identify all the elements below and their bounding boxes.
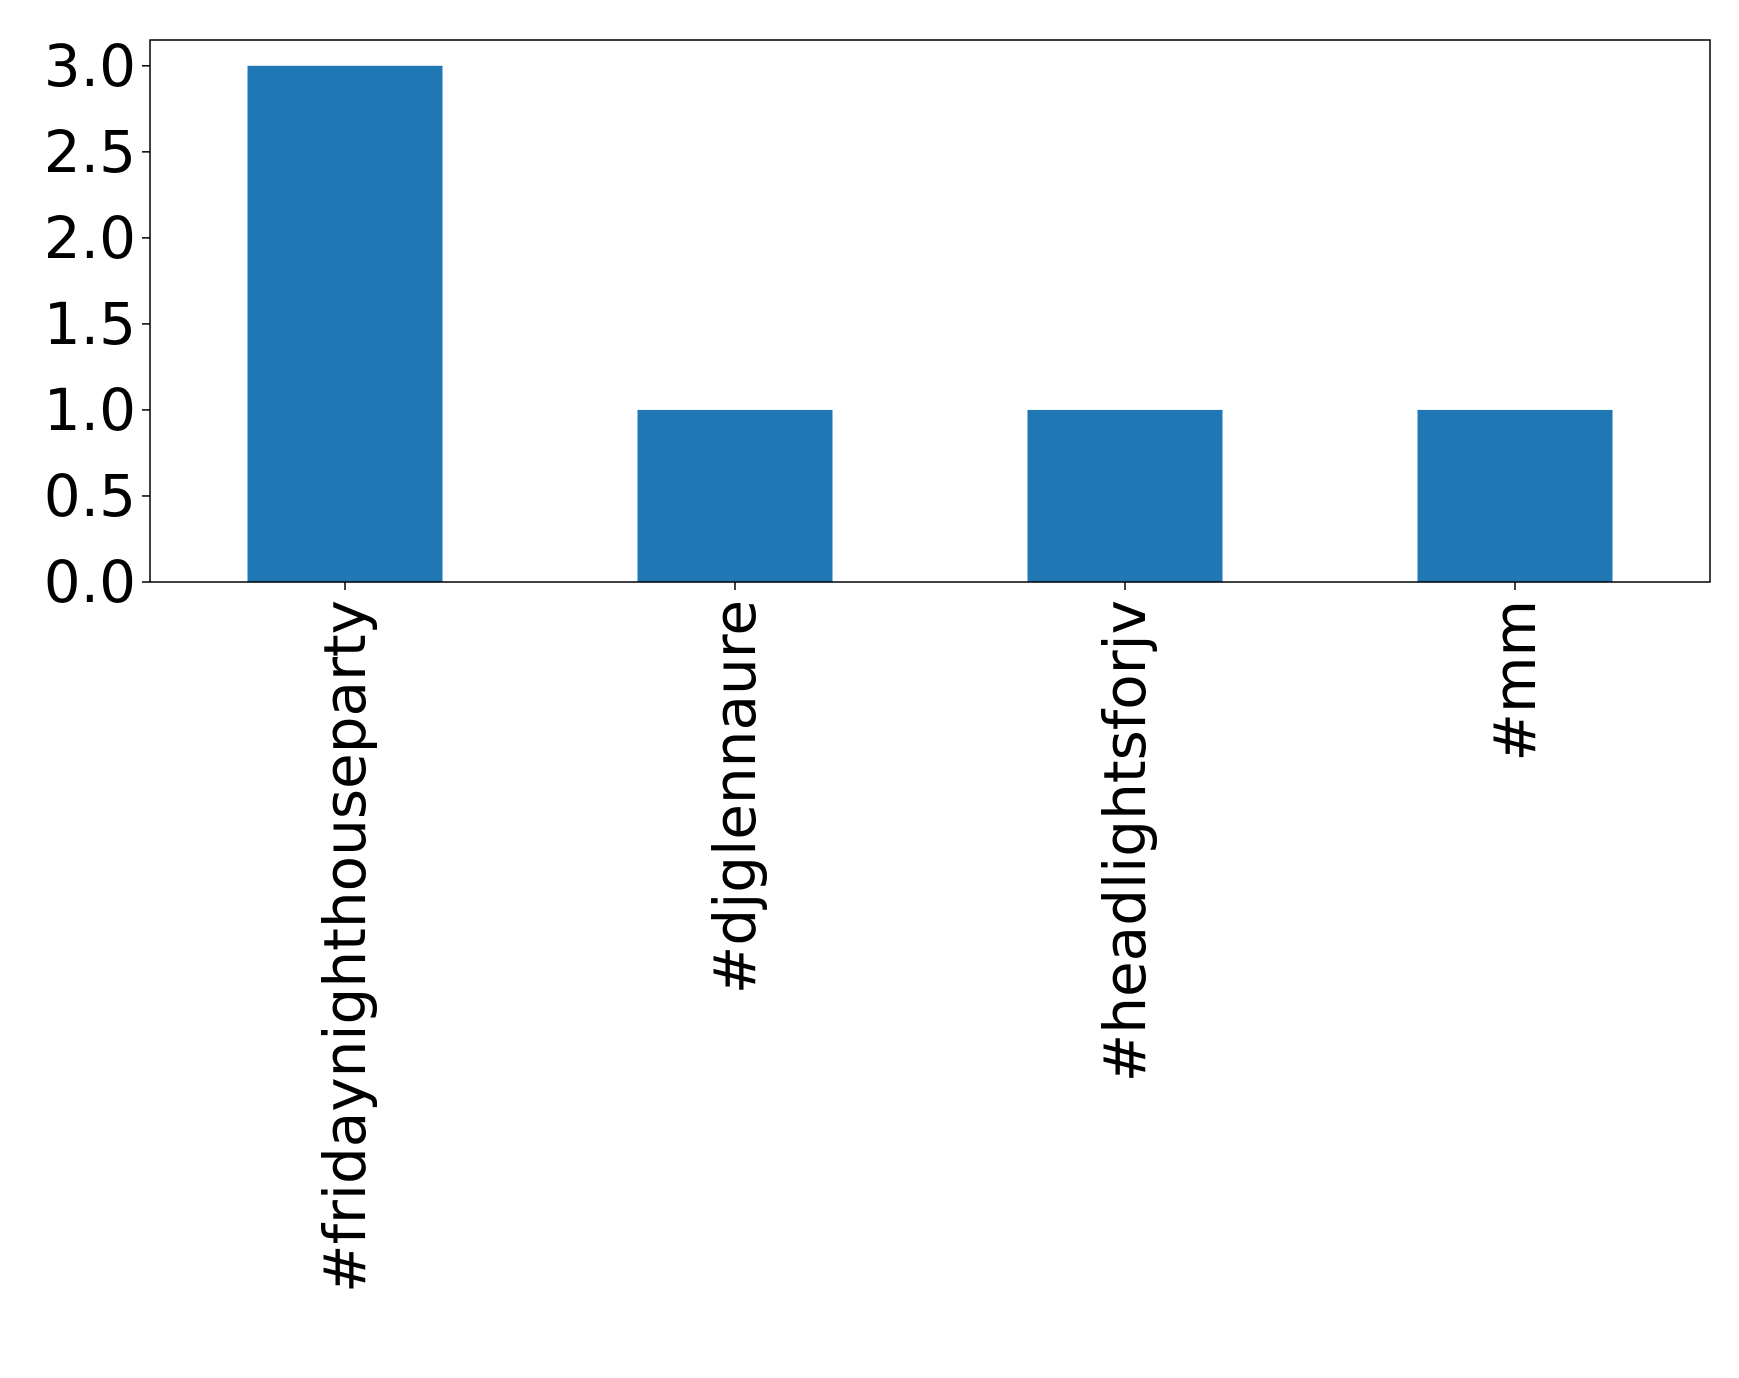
x-tick-label: #fridaynighthouseparty <box>311 600 379 1293</box>
x-tick-label: #mm <box>1481 600 1549 762</box>
bar-headlightsforjv <box>1027 409 1223 582</box>
bar-mm <box>1417 409 1613 582</box>
y-tick-label: 0.5 <box>44 462 136 530</box>
plot-frame <box>149 39 1711 583</box>
bar-djglennaure <box>637 409 833 582</box>
y-tick-label: 0.0 <box>44 548 136 616</box>
y-tick-label: 1.0 <box>44 376 136 444</box>
y-tick-label: 3.0 <box>44 32 136 100</box>
bar-fridaynighthouseparty <box>247 65 443 583</box>
x-axis-ticks: #fridaynighthouseparty #djglennaure #headl… <box>311 582 1549 1293</box>
y-tick-label: 1.5 <box>44 290 136 358</box>
y-tick-label: 2.0 <box>44 204 136 272</box>
x-tick-label: #headlightsforjv <box>1091 600 1159 1082</box>
x-tick-label: #djglennaure <box>701 600 769 994</box>
y-axis-ticks: 0.0 0.5 1.0 1.5 2.0 2.5 3.0 <box>44 32 150 616</box>
y-tick-label: 2.5 <box>44 118 136 186</box>
bars-layer <box>247 65 1613 583</box>
